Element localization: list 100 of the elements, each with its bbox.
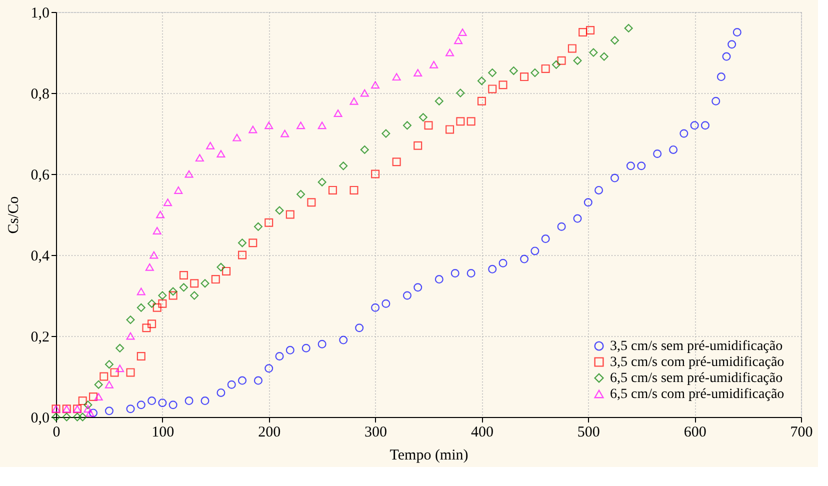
- point: [254, 376, 262, 385]
- point: [578, 28, 588, 37]
- point: [163, 198, 172, 206]
- point: [552, 60, 560, 69]
- legend-label: 3,5 cm/s com pré-umidificação: [610, 355, 784, 370]
- point: [600, 52, 608, 61]
- point: [142, 324, 151, 332]
- y-tick-label: 0,4: [30, 248, 50, 264]
- point: [700, 121, 710, 130]
- point: [589, 48, 598, 57]
- point: [232, 134, 242, 142]
- point: [179, 283, 188, 292]
- point: [488, 68, 497, 78]
- x-tick-label: 300: [364, 424, 388, 440]
- point: [424, 121, 433, 130]
- point: [318, 340, 326, 348]
- point: [414, 68, 422, 77]
- point: [610, 174, 620, 182]
- point: [104, 380, 114, 388]
- point: [148, 299, 156, 308]
- point: [610, 36, 620, 45]
- point: [669, 145, 678, 154]
- point: [402, 291, 412, 300]
- x-tick-label: 600: [684, 424, 706, 440]
- point: [148, 320, 156, 328]
- point: [690, 121, 699, 130]
- point: [498, 258, 508, 268]
- point: [307, 198, 316, 207]
- point: [573, 56, 582, 65]
- point: [86, 409, 94, 417]
- point: [286, 210, 294, 219]
- point: [78, 412, 87, 422]
- y-tick-label: 0,2: [30, 330, 50, 346]
- point: [488, 84, 497, 94]
- point: [78, 396, 87, 406]
- point: [136, 400, 146, 410]
- point: [434, 275, 444, 284]
- point: [94, 380, 103, 389]
- point: [477, 76, 486, 86]
- y-tick-label: 0,8: [30, 86, 50, 102]
- point: [211, 275, 220, 284]
- point: [152, 303, 162, 312]
- point: [520, 72, 529, 82]
- point: [152, 226, 162, 234]
- point: [541, 64, 550, 73]
- point: [222, 266, 231, 276]
- point: [104, 406, 114, 416]
- point: [200, 396, 210, 406]
- point: [355, 324, 364, 332]
- point: [116, 364, 124, 372]
- point: [150, 251, 158, 259]
- point: [680, 129, 688, 138]
- point: [100, 372, 108, 381]
- point: [238, 376, 247, 385]
- point: [402, 121, 412, 130]
- x-tick-label: 0: [52, 424, 60, 440]
- x-tick-label: 400: [470, 424, 494, 440]
- point: [392, 73, 401, 81]
- point: [434, 96, 444, 106]
- point: [446, 125, 454, 134]
- point: [392, 158, 401, 166]
- point: [594, 186, 604, 194]
- point: [136, 288, 146, 296]
- point: [414, 141, 422, 150]
- point: [728, 40, 736, 49]
- point: [62, 412, 71, 422]
- point: [350, 186, 358, 194]
- point: [557, 56, 566, 65]
- point: [530, 68, 540, 78]
- point: [206, 142, 215, 150]
- point: [168, 400, 178, 410]
- point: [296, 122, 306, 130]
- point: [456, 88, 465, 98]
- point: [264, 364, 274, 373]
- point: [541, 234, 550, 244]
- point: [454, 36, 463, 44]
- point: [360, 89, 369, 97]
- point: [414, 283, 422, 292]
- point: [360, 145, 369, 154]
- point: [382, 299, 390, 308]
- point: [238, 250, 247, 260]
- point: [716, 72, 726, 82]
- point: [557, 222, 566, 231]
- point: [626, 162, 635, 170]
- point: [145, 263, 154, 271]
- legend-label: 6,5 cm/s com pré-umidificação: [610, 387, 784, 402]
- point: [712, 96, 720, 106]
- point: [227, 380, 236, 389]
- point: [371, 303, 380, 312]
- point: [264, 122, 274, 130]
- point: [488, 264, 497, 274]
- point: [418, 113, 428, 122]
- point: [732, 28, 742, 36]
- point: [637, 162, 646, 170]
- point: [498, 80, 508, 90]
- point: [174, 186, 183, 194]
- point: [477, 96, 486, 106]
- point: [216, 262, 226, 272]
- legend-label: 3,5 cm/s sem pré-umidificação: [610, 339, 783, 354]
- x-tick-label: 500: [577, 424, 600, 440]
